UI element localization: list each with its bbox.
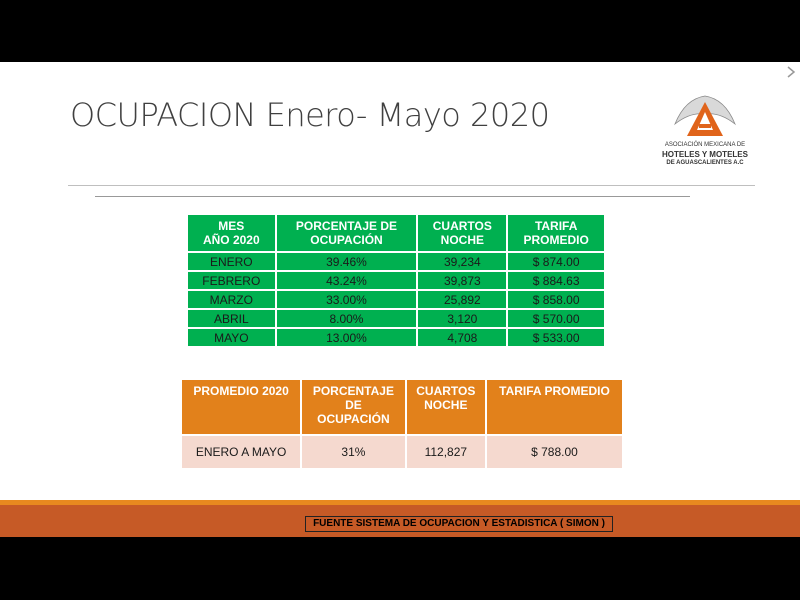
cell: $ 788.00	[484, 434, 625, 470]
cell: 4,708	[416, 327, 509, 348]
cell: ENERO	[186, 251, 277, 272]
row: MAYO 13.00% 4,708 $ 533.00	[186, 327, 606, 348]
cell: 39.46%	[274, 251, 419, 272]
cell: 13.00%	[274, 327, 419, 348]
monthly-table: MES AÑO 2020 PORCENTAJE DE OCUPACIÓN CUART…	[186, 213, 606, 348]
cell: MARZO	[186, 289, 277, 310]
cell: 3,120	[416, 308, 509, 329]
divider	[68, 185, 755, 186]
slide: OCUPACION Enero- Mayo 2020 ASOCIACIÓN ME…	[0, 62, 800, 537]
footer-band	[0, 500, 800, 505]
cell: ENERO A MAYO	[179, 434, 303, 470]
logo-text: HOTELES Y MOTELES	[662, 150, 748, 159]
cell: 39,234	[416, 251, 509, 272]
header-cell: PORCENTAJE DE OCUPACIÓN	[274, 213, 419, 253]
logo-text: ASOCIACIÓN MEXICANA DE	[664, 142, 746, 148]
cell: 8.00%	[274, 308, 419, 329]
cell: MAYO	[186, 327, 277, 348]
cell: $ 533.00	[506, 327, 606, 348]
cell: $ 884.63	[506, 270, 606, 291]
row: FEBRERO 43.24% 39,873 $ 884.63	[186, 270, 606, 291]
cell: 31%	[300, 434, 407, 470]
header-cell: MES AÑO 2020	[186, 213, 277, 253]
row: MARZO 33.00% 25,892 $ 858.00	[186, 289, 606, 310]
title: OCUPACION Enero- Mayo 2020	[70, 96, 550, 134]
logo-emblem	[674, 95, 736, 136]
row: ENERO A MAYO 31% 112,827 $ 788.00	[179, 434, 625, 470]
header-cell: PORCENTAJE DE OCUPACIÓN	[300, 378, 407, 436]
source-note: FUENTE SISTEMA DE OCUPACION Y ESTADISTIC…	[305, 516, 613, 532]
cell: 112,827	[404, 434, 487, 470]
cell: FEBRERO	[186, 270, 277, 291]
header-cell: TARIFA PROMEDIO	[506, 213, 606, 253]
cell: 43.24%	[274, 270, 419, 291]
divider	[95, 196, 690, 197]
header-row: MES AÑO 2020 PORCENTAJE DE OCUPACIÓN CUART…	[186, 213, 606, 253]
header-cell: CUARTOS NOCHE	[404, 378, 487, 436]
cell: 33.00%	[274, 289, 419, 310]
header-cell: CUARTOS NOCHE	[416, 213, 509, 253]
row: ABRIL 8.00% 3,120 $ 570.00	[186, 308, 606, 329]
summary-table: PROMEDIO 2020 PORCENTAJE DE OCUPACIÓN CUAR…	[179, 378, 625, 470]
cell: ABRIL	[186, 308, 277, 329]
logo-text: DE AGUASCALIENTES A.C	[666, 160, 744, 166]
header-cell: PROMEDIO 2020	[179, 378, 303, 436]
row: ENERO 39.46% 39,234 $ 874.00	[186, 251, 606, 272]
cell: $ 570.00	[506, 308, 606, 329]
cell: $ 874.00	[506, 251, 606, 272]
cell: $ 858.00	[506, 289, 606, 310]
logo: ASOCIACIÓN MEXICANA DE HOTELES Y MOTELES…	[655, 94, 755, 168]
nav-arrow	[787, 66, 796, 78]
header-cell: TARIFA PROMEDIO	[484, 378, 625, 436]
cell: 39,873	[416, 270, 509, 291]
cell: 25,892	[416, 289, 509, 310]
header-row: PROMEDIO 2020 PORCENTAJE DE OCUPACIÓN CUAR…	[179, 378, 625, 436]
